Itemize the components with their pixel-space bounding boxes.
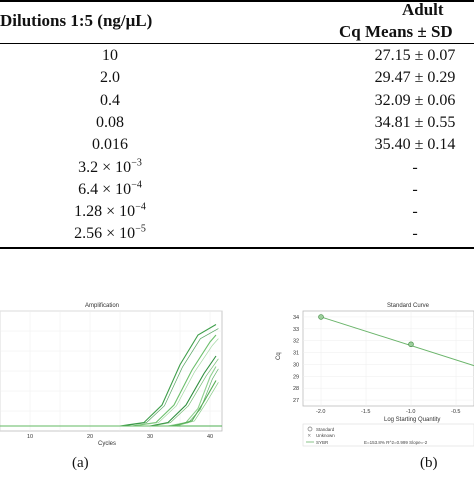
- amplification-chart: Amplification 10 20 30 40 Cycles: [0, 298, 232, 448]
- standard-curve-fit-line: [320, 316, 474, 367]
- table-cell-cq: -: [412, 180, 418, 198]
- dilution-base: 2.56 × 10: [74, 225, 136, 243]
- dilution-exponent: −4: [131, 179, 142, 191]
- standard-curve-x-tick: -2.0: [316, 409, 325, 415]
- dilution-exponent: −3: [131, 157, 142, 169]
- amplification-xlabel: Cycles: [98, 441, 116, 447]
- table-cell-dilution: 1.28 × 10−4: [0, 201, 220, 221]
- standard-curve-x-tick: -0.5: [451, 409, 460, 415]
- standard-curve-x-tick: -1.0: [406, 409, 415, 415]
- table-cell-cq: 32.09 ± 0.06: [374, 91, 456, 109]
- standard-curve-point: [408, 341, 414, 347]
- standard-curve-x-tick: -1.5: [361, 409, 370, 415]
- standard-curve-xlabel: Log Starting Quantity: [384, 417, 440, 423]
- legend-unknown: Unknown: [316, 433, 335, 438]
- standard-curve-y-tick: 31: [293, 351, 299, 357]
- amplification-plot: Amplification 10 20 30 40 Cycles: [0, 303, 223, 447]
- legend-unknown-marker: ×: [308, 434, 312, 440]
- table-cell-cq: -: [412, 203, 418, 221]
- caption-b: (b): [420, 455, 438, 471]
- legend-standard: Standard: [316, 427, 335, 432]
- caption-a: (a): [72, 455, 89, 471]
- table-cell-cq: 27.15 ± 0.07: [374, 47, 456, 64]
- table-header-adult: Adult: [402, 0, 444, 19]
- table-cell-cq: 29.47 ± 0.29: [374, 69, 456, 87]
- table-cell-cq: 34.81 ± 0.55: [374, 113, 456, 131]
- dilution-exponent: −5: [135, 224, 146, 236]
- table-cell-cq: 35.40 ± 0.14: [374, 136, 456, 154]
- standard-curve-ylabel: Cq: [276, 352, 282, 360]
- standard-curve-y-tick: 28: [293, 386, 299, 392]
- table-cell-dilution: 3.2 × 10−3: [0, 157, 220, 177]
- table-header-cq-means: Cq Means ± SD: [339, 22, 453, 41]
- dilution-base: 3.2 × 10: [78, 158, 132, 176]
- standard-curve-plot: Standard Curve -2.0 -1.5 -1.0 -0.5 34 33 32 31 3…: [276, 303, 474, 447]
- standard-curve-legend: Standard × Unknown SYBR E=153.8% R^2=0.9…: [302, 423, 474, 447]
- dilution-base: 1.28 × 10: [74, 203, 136, 221]
- standard-curve-y-tick: 27: [293, 398, 299, 404]
- dilution-exponent: −4: [135, 201, 146, 213]
- table-cell-dilution: 2.0: [100, 69, 120, 87]
- table-cell-dilution: 2.56 × 10−5: [0, 225, 220, 243]
- standard-curve-point: [318, 314, 324, 320]
- amplification-x-tick: 30: [147, 434, 153, 440]
- standard-curve-y-tick: 29: [293, 374, 299, 380]
- table-top-rule: [0, 0, 474, 2]
- standard-curve-plot-area: [302, 310, 474, 407]
- amplification-replicate-line: [0, 382, 219, 427]
- table-cell-dilution: 0.016: [92, 136, 128, 154]
- table-header-dilutions: Dilutions 1:5 (ng/μL): [0, 11, 153, 30]
- standard-curve-y-tick: 30: [293, 362, 299, 368]
- amplification-title: Amplification: [85, 303, 119, 309]
- amplification-x-tick: 40: [207, 434, 213, 440]
- dilution-base: 6.4 × 10: [78, 180, 132, 198]
- legend-stats: E=153.8% R^2=0.999 Slope=-2: [364, 440, 428, 445]
- amplification-x-tick: 20: [87, 434, 93, 440]
- legend-standard-marker: [307, 426, 313, 432]
- table-cell-dilution: 0.08: [96, 113, 124, 131]
- table-cell-cq: -: [412, 225, 418, 243]
- standard-curve-y-tick: 33: [293, 327, 299, 333]
- standard-curve-y-tick: 34: [293, 315, 299, 321]
- legend-sybr: SYBR: [316, 440, 329, 445]
- table-header-rule: [0, 43, 474, 44]
- table-cell-dilution: 6.4 × 10−4: [0, 179, 220, 199]
- standard-curve-title: Standard Curve: [387, 303, 430, 309]
- table-bottom-rule: [0, 247, 474, 249]
- standard-curve-y-tick: 32: [293, 339, 299, 345]
- amplification-x-tick: 10: [27, 434, 33, 440]
- table-cell-dilution: 0.4: [100, 91, 120, 109]
- standard-curve-chart: Standard Curve -2.0 -1.5 -1.0 -0.5 34 33 32 31 3…: [272, 298, 474, 448]
- table-cell-cq: -: [412, 158, 418, 176]
- table-cell-dilution: 10: [102, 47, 118, 64]
